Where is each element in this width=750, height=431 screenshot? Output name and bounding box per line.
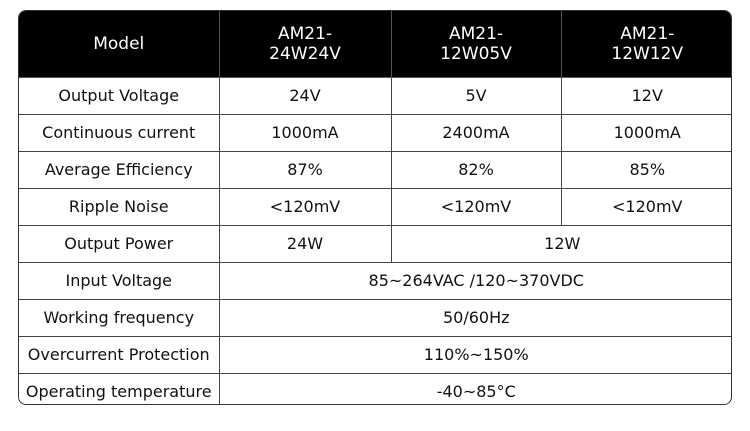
cell: AM21- 12W05V xyxy=(390,11,562,78)
cell: AM21- 12W12V xyxy=(560,11,731,78)
table-row: Output Power 24W 12W xyxy=(19,225,731,263)
table-row: Ripple Noise <120mV <120mV <120mV xyxy=(19,188,731,226)
cell: 5V xyxy=(390,77,562,115)
table-row: Continuous current 1000mA 2400mA 1000mA xyxy=(19,114,731,152)
header-row: Model AM21- 24W24V AM21- 12W05V AM21- 12W12… xyxy=(19,11,731,78)
table-row: Operating temperature -40~85°C xyxy=(19,373,731,404)
table-row: Input Voltage 85~264VAC /120~370VDC xyxy=(19,262,731,300)
cell: 110%~150% xyxy=(218,336,731,374)
table-body: Model AM21- 24W24V AM21- 12W05V AM21- 12W12… xyxy=(19,11,731,404)
spec-table: Model AM21- 24W24V AM21- 12W05V AM21- 12W12… xyxy=(18,10,732,405)
cell: <120mV xyxy=(390,188,562,226)
cell: <120mV xyxy=(218,188,392,226)
cell: 50/60Hz xyxy=(218,299,731,337)
cell: 12V xyxy=(560,77,731,115)
row-label: Working frequency xyxy=(19,299,220,337)
table-row: Working frequency 50/60Hz xyxy=(19,299,731,337)
row-label: Ripple Noise xyxy=(19,188,220,226)
row-label: Model xyxy=(19,11,220,78)
cell: 85% xyxy=(560,151,731,189)
row-label: Output Voltage xyxy=(19,77,220,115)
row-label: Continuous current xyxy=(19,114,220,152)
cell: 82% xyxy=(390,151,562,189)
cell: 1000mA xyxy=(218,114,392,152)
cell: 1000mA xyxy=(560,114,731,152)
cell: 24V xyxy=(218,77,392,115)
table: Model AM21- 24W24V AM21- 12W05V AM21- 12W12… xyxy=(19,11,731,404)
cell: <120mV xyxy=(560,188,731,226)
cell: 87% xyxy=(218,151,392,189)
cell: 24W xyxy=(218,225,392,263)
cell: 2400mA xyxy=(390,114,562,152)
cell: 85~264VAC /120~370VDC xyxy=(218,262,731,300)
row-label: Operating temperature xyxy=(19,373,220,404)
table-row: Average Efficiency 87% 82% 85% xyxy=(19,151,731,189)
row-label: Input Voltage xyxy=(19,262,220,300)
cell: 12W xyxy=(390,225,731,263)
cell: -40~85°C xyxy=(218,373,731,404)
row-label: Overcurrent Protection xyxy=(19,336,220,374)
table-row: Overcurrent Protection 110%~150% xyxy=(19,336,731,374)
table-row: Output Voltage 24V 5V 12V xyxy=(19,77,731,115)
cell: AM21- 24W24V xyxy=(218,11,392,78)
row-label: Output Power xyxy=(19,225,220,263)
row-label: Average Efficiency xyxy=(19,151,220,189)
